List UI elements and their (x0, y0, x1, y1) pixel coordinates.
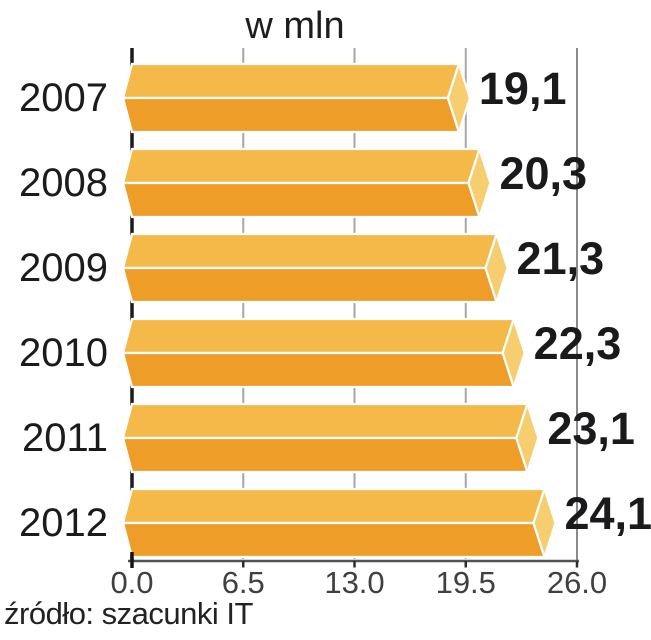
source-note: źródło: szacunki IT (4, 596, 253, 631)
bar-end-cap (446, 60, 472, 136)
bar-end-cap (532, 485, 557, 561)
bar-end-cap (501, 315, 526, 391)
bar-end-cap (484, 230, 509, 306)
chart-title: w mln (245, 5, 345, 47)
year-label-2011: 2011 (21, 416, 108, 460)
bar-bottom-face (121, 436, 529, 474)
x-tick-2: 13.0 (324, 565, 385, 600)
bar-top-face (121, 317, 516, 355)
bar-bottom-face (121, 96, 461, 134)
bar-bottom-face (121, 351, 516, 389)
bar-top-face (121, 402, 529, 440)
bar-top-face (121, 62, 461, 100)
value-label-2007: 19,1 (478, 63, 567, 114)
bar-bottom-face (121, 521, 546, 559)
year-label-2010: 2010 (19, 331, 108, 375)
value-label-2011: 23,1 (547, 403, 635, 454)
value-label-2008: 20,3 (499, 148, 588, 199)
year-label-2007: 2007 (19, 76, 108, 120)
bar-end-cap (515, 400, 540, 476)
year-label-2012: 2012 (19, 501, 108, 545)
bar-bottom-face (121, 266, 499, 304)
bar-top-face (121, 232, 499, 270)
x-tick-3: 19.5 (435, 565, 496, 600)
year-label-2009: 2009 (19, 246, 108, 290)
value-label-2010: 22,3 (533, 318, 622, 369)
x-tick-1: 6.5 (221, 565, 265, 600)
bar-bottom-face (121, 181, 481, 219)
bar-top-face (121, 487, 546, 525)
x-tick-4: 26.0 (546, 565, 608, 600)
bar-top-face (121, 147, 481, 185)
year-label-2008: 2008 (19, 161, 108, 205)
x-tick-0: 0.0 (110, 565, 154, 600)
value-label-2012: 24,1 (564, 488, 651, 539)
value-label-2009: 21,3 (516, 233, 605, 284)
bar-end-cap (467, 145, 492, 221)
